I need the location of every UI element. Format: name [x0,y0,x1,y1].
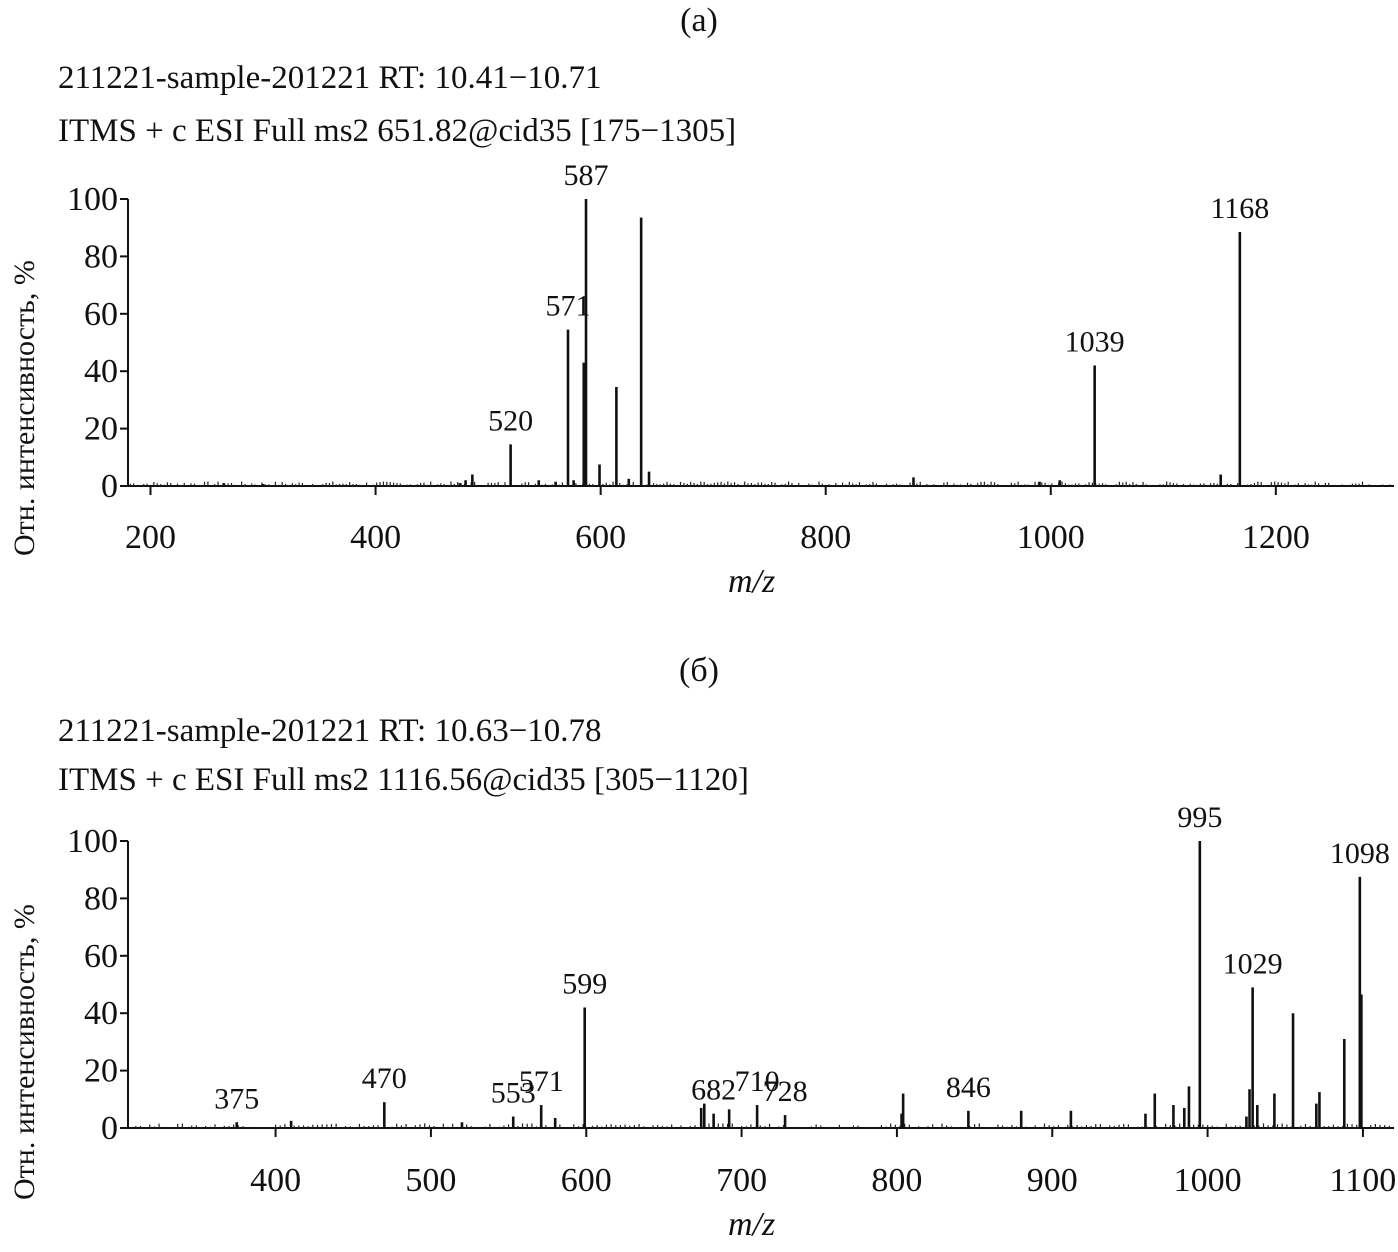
x-tick-label: 1100 [1330,1162,1397,1199]
y-tick-label: 60 [84,296,118,333]
peak-label: 1029 [1223,947,1283,980]
peak-label: 587 [564,159,609,192]
y-tick-label: 20 [84,1053,118,1090]
y-tick-label: 20 [84,411,118,448]
peak-label: 470 [362,1062,407,1095]
peak-label: 375 [214,1082,259,1115]
x-axis-label: m/z [728,563,776,600]
spectrum-plot-b: 0 20 40 60 80 100 400 500 600 700 800 900 1000 1100 37… [67,801,1397,1199]
x-tick-label: 800 [871,1162,922,1199]
x-tick-label: 400 [350,519,401,556]
x-tick-label: 1000 [1174,1162,1242,1199]
header-line-1: 211221-sample-201221 RT: 10.63−10.78 [58,713,602,749]
header-line-2: ITMS + c ESI Full ms2 651.82@cid35 [175−… [58,113,737,149]
spectrum-panel-b: (б) 211221-sample-201221 RT: 10.63−10.78… [0,640,1398,1252]
x-tick-label: 400 [250,1162,301,1199]
spectrum-plot-a: 0 20 40 60 80 100 200 400 600 800 1000 1200 520 571 58… [67,159,1394,556]
peak-label: 571 [546,290,591,323]
y-tick-label: 60 [84,938,118,975]
peak-label: 1039 [1065,325,1125,358]
peak-label: 728 [763,1075,808,1108]
peak-label: 571 [519,1065,564,1098]
y-tick-label: 0 [101,468,118,505]
peak-label: 1168 [1210,192,1269,225]
x-tick-label: 200 [125,519,176,556]
y-tick-label: 80 [84,238,118,275]
y-tick-label: 80 [84,880,118,917]
spectrum-panel-a: (a) 211221-sample-201221 RT: 10.41−10.71… [8,2,1394,600]
header-line-1: 211221-sample-201221 RT: 10.41−10.71 [58,60,602,96]
y-tick-label: 100 [67,181,118,218]
panel-label: (б) [679,652,719,689]
x-tick-label: 1000 [1017,519,1085,556]
x-tick-label: 1200 [1242,519,1310,556]
peak-label: 682 [691,1074,736,1107]
peak-label: 553 [491,1077,536,1110]
peak-label: 710 [735,1065,780,1098]
x-tick-label: 700 [716,1162,767,1199]
x-tick-label: 600 [561,1162,612,1199]
y-tick-label: 0 [101,1110,118,1147]
y-tick-label: 40 [84,995,118,1032]
peak-label: 599 [562,967,607,1000]
y-tick-label: 100 [67,823,118,860]
peak-label: 520 [488,404,533,437]
peak-label: 1098 [1330,837,1390,870]
peak-label: 995 [1177,801,1222,834]
header-line-2: ITMS + c ESI Full ms2 1116.56@cid35 [305… [58,762,749,798]
peak-label: 846 [946,1071,991,1104]
x-tick-label: 600 [575,519,626,556]
x-axis-label: m/z [728,1206,776,1243]
y-tick-label: 40 [84,353,118,390]
x-tick-label: 500 [405,1162,456,1199]
x-tick-label: 900 [1027,1162,1078,1199]
panel-label: (a) [680,2,718,39]
x-tick-label: 800 [800,519,851,556]
